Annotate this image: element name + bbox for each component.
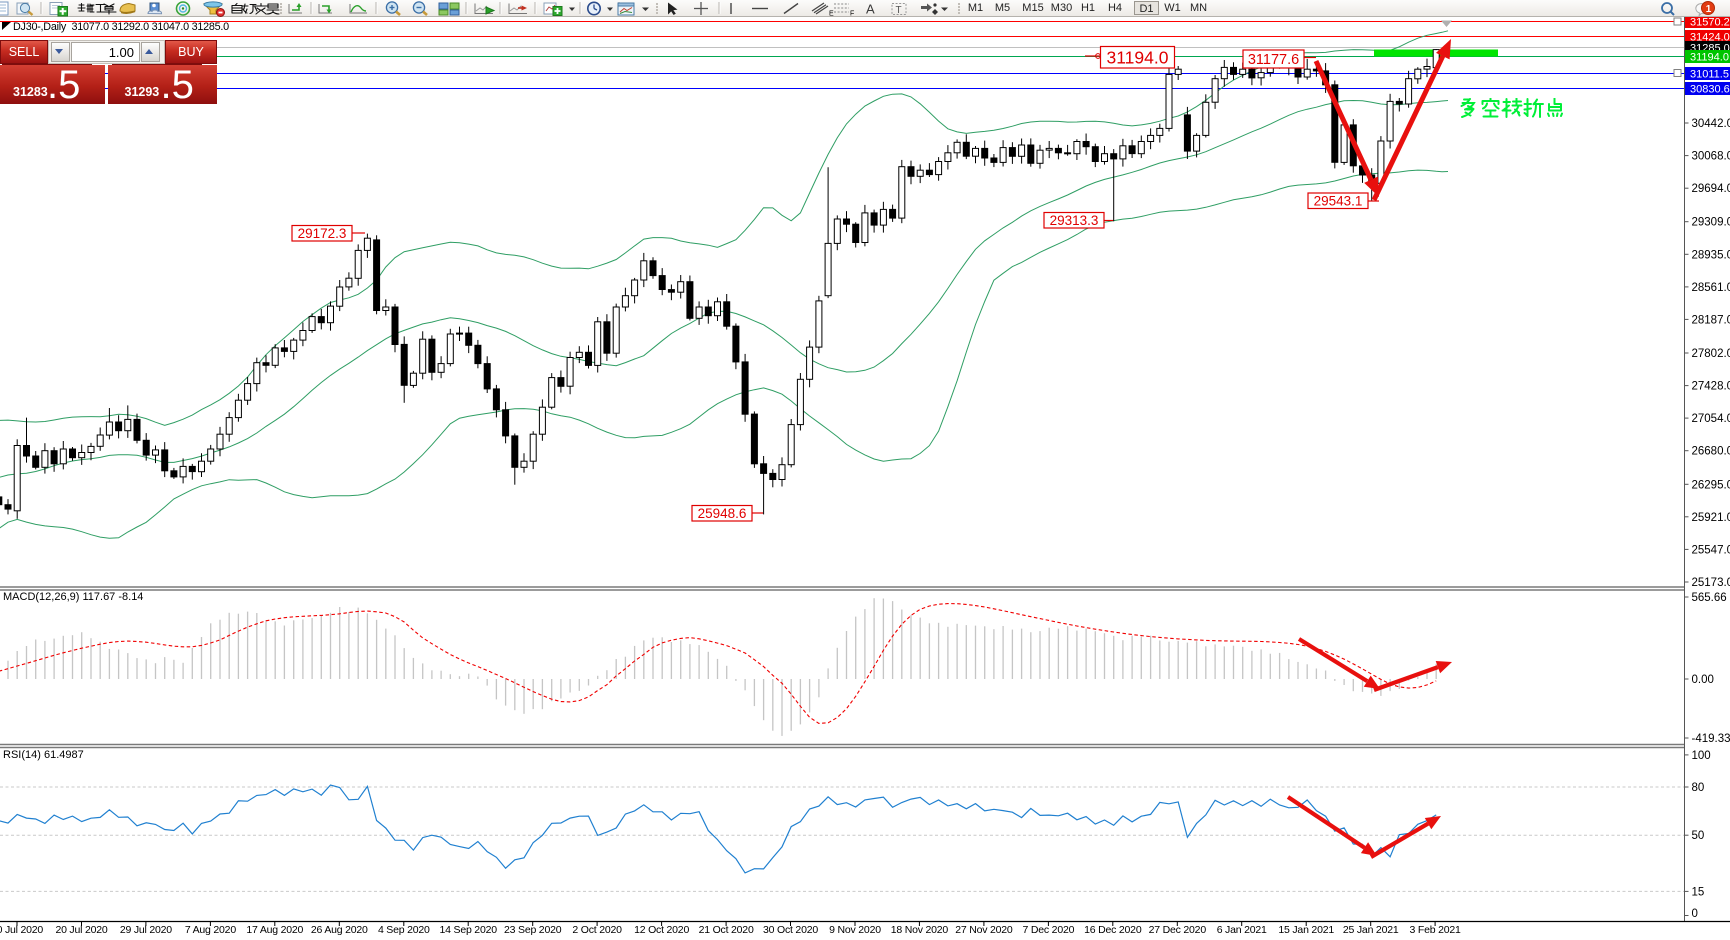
svg-text:27802.0: 27802.0: [1692, 348, 1730, 360]
svg-text:27054.0: 27054.0: [1692, 413, 1730, 425]
svg-text:28187.0: 28187.0: [1692, 314, 1730, 326]
svg-text:17 Aug 2020: 17 Aug 2020: [246, 924, 303, 936]
svg-text:31194.0: 31194.0: [1690, 52, 1729, 64]
svg-text:15: 15: [1692, 886, 1705, 898]
svg-text:12 Oct 2020: 12 Oct 2020: [634, 924, 689, 936]
svg-text:25948.6: 25948.6: [698, 506, 747, 521]
svg-text:80: 80: [1692, 782, 1705, 794]
svg-text:29543.1: 29543.1: [1314, 194, 1363, 209]
svg-text:0.00: 0.00: [1692, 674, 1714, 686]
svg-text:29 Jul 2020: 29 Jul 2020: [120, 924, 172, 936]
svg-text:2 Oct 2020: 2 Oct 2020: [572, 924, 622, 936]
svg-text:30830.6: 30830.6: [1690, 84, 1730, 96]
svg-text:10 Jul 2020: 10 Jul 2020: [0, 924, 43, 936]
svg-text:25921.0: 25921.0: [1692, 512, 1730, 524]
svg-text:26 Aug 2020: 26 Aug 2020: [311, 924, 368, 936]
svg-text:31194.0: 31194.0: [1107, 48, 1169, 68]
svg-text:565.66: 565.66: [1692, 592, 1727, 604]
svg-text:30 Oct 2020: 30 Oct 2020: [763, 924, 818, 936]
svg-text:25547.0: 25547.0: [1692, 544, 1730, 556]
svg-text:100: 100: [1692, 750, 1711, 762]
svg-text:27 Nov 2020: 27 Nov 2020: [955, 924, 1013, 936]
svg-text:31424.0: 31424.0: [1690, 32, 1730, 44]
svg-text:6 Jan 2021: 6 Jan 2021: [1217, 924, 1267, 936]
svg-text:31570.2: 31570.2: [1690, 17, 1730, 29]
svg-text:14 Sep 2020: 14 Sep 2020: [440, 924, 498, 936]
svg-text:E: E: [829, 11, 834, 18]
svg-text:28561.0: 28561.0: [1692, 282, 1730, 294]
svg-text:29309.0: 29309.0: [1692, 217, 1730, 229]
svg-text:27428.0: 27428.0: [1692, 381, 1730, 393]
svg-text:15 Jan 2021: 15 Jan 2021: [1278, 924, 1334, 936]
svg-text:26295.0: 26295.0: [1692, 479, 1730, 491]
svg-text:29313.3: 29313.3: [1050, 213, 1099, 228]
svg-text:26680.0: 26680.0: [1692, 446, 1730, 458]
svg-text:30442.0: 30442.0: [1692, 118, 1730, 130]
svg-text:20 Jul 2020: 20 Jul 2020: [55, 924, 107, 936]
svg-text:-419.33: -419.33: [1692, 733, 1730, 745]
svg-text:30068.0: 30068.0: [1692, 151, 1730, 163]
svg-text:31177.6: 31177.6: [1248, 52, 1299, 68]
svg-text:0: 0: [1692, 908, 1698, 920]
svg-text:7 Dec 2020: 7 Dec 2020: [1023, 924, 1075, 936]
svg-text:28935.0: 28935.0: [1692, 249, 1730, 261]
svg-text:29694.0: 29694.0: [1692, 183, 1730, 195]
svg-text:16 Dec 2020: 16 Dec 2020: [1084, 924, 1142, 936]
svg-text:4 Sep 2020: 4 Sep 2020: [378, 924, 430, 936]
svg-text:9 Nov 2020: 9 Nov 2020: [829, 924, 881, 936]
svg-text:F: F: [850, 11, 854, 18]
svg-text:31011.5: 31011.5: [1690, 69, 1729, 81]
svg-text:23 Sep 2020: 23 Sep 2020: [504, 924, 562, 936]
svg-text:25173.0: 25173.0: [1692, 577, 1730, 589]
svg-text:50: 50: [1692, 830, 1705, 842]
svg-text:A: A: [866, 2, 875, 17]
svg-text:3 Feb 2021: 3 Feb 2021: [1410, 924, 1461, 936]
svg-text:25 Jan 2021: 25 Jan 2021: [1343, 924, 1399, 936]
svg-text:7 Aug 2020: 7 Aug 2020: [185, 924, 236, 936]
svg-text:29172.3: 29172.3: [298, 226, 347, 241]
svg-text:27 Dec 2020: 27 Dec 2020: [1149, 924, 1207, 936]
svg-text:21 Oct 2020: 21 Oct 2020: [699, 924, 754, 936]
svg-text:18 Nov 2020: 18 Nov 2020: [891, 924, 949, 936]
svg-text:1: 1: [1706, 4, 1712, 15]
svg-text:T: T: [896, 5, 902, 16]
